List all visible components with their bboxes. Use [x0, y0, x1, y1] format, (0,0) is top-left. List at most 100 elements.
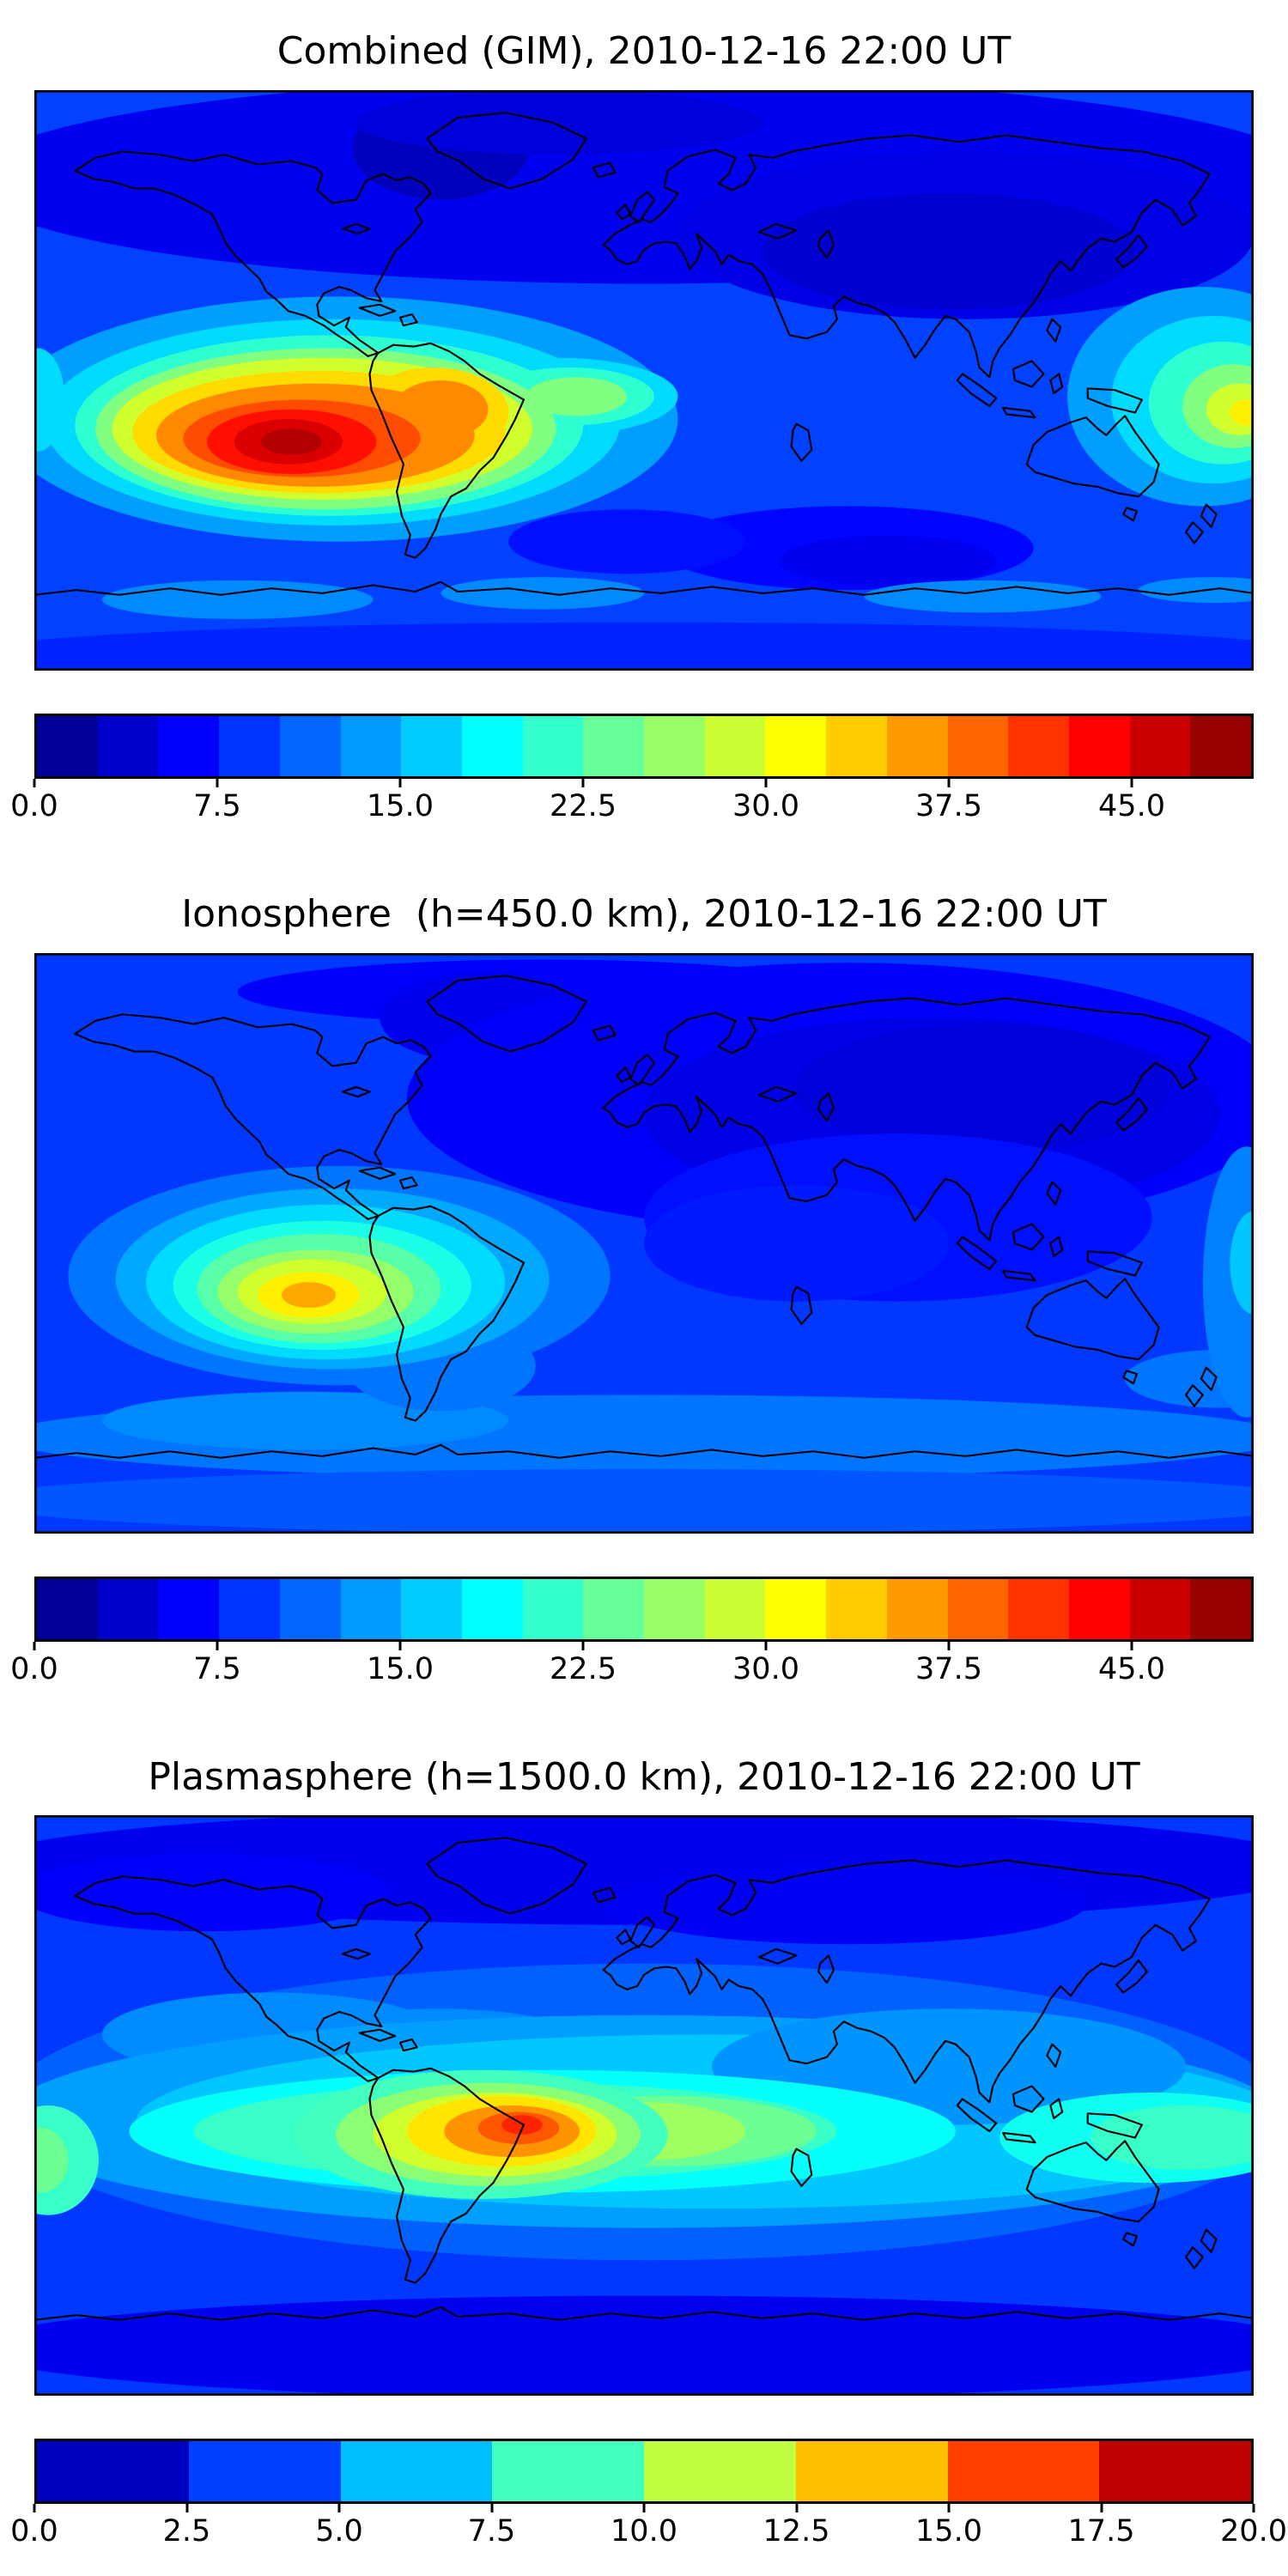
world-map-ionosphere [34, 952, 1254, 1534]
colorbar-segment [1129, 715, 1191, 776]
contour-blob [34, 1468, 1254, 1534]
panel-combined: Combined (GIM), 2010-12-16 22:00 UT 0.0 7… [10, 9, 1254, 830]
colorbar-tick-mark [185, 2504, 188, 2513]
colorbar-segment [340, 1578, 402, 1639]
colorbar-tick-label: 17.5 [1067, 2514, 1135, 2549]
coastline-path [34, 580, 1254, 596]
panel-title-ionosphere: Ionosphere (h=450.0 km), 2010-12-16 22:0… [181, 891, 1107, 936]
colorbar-tick-mark [1130, 1641, 1133, 1650]
coastline-path [1046, 2044, 1062, 2069]
coastline-path [1185, 521, 1204, 544]
colorbar-tick-label: 7.5 [467, 2514, 516, 2549]
colorbar-tick-mark [398, 778, 402, 787]
map-ionosphere [34, 952, 1254, 1534]
colorbar-segment [158, 715, 220, 776]
map-combined [34, 89, 1254, 671]
colorbar-gradient-combined [34, 713, 1254, 779]
coastline-path [398, 1176, 418, 1189]
colorbar-segment [795, 2441, 948, 2502]
coastline-path [616, 1066, 632, 1083]
map-border [34, 952, 1254, 1534]
colorbar-tick-mark [216, 1641, 219, 1650]
colorbar-tick-label: 2.5 [162, 2514, 211, 2549]
coastline-path [74, 1012, 432, 1220]
contour-blob [525, 377, 628, 416]
colorbar-segment [461, 1578, 523, 1639]
contour-blob [261, 428, 323, 455]
coastline-path [1185, 2246, 1204, 2270]
coastline-path [1185, 1383, 1204, 1407]
map-border [34, 1815, 1254, 2397]
contour-blob [644, 1184, 949, 1302]
colorbar-segment [886, 1578, 948, 1639]
coastline-path [1025, 415, 1160, 498]
coastline-path [1002, 406, 1036, 419]
colorbar-tick-mark [1252, 2504, 1255, 2513]
contour-blob [864, 580, 1102, 613]
contour-blob [508, 509, 746, 574]
coastline-path [817, 229, 835, 259]
coastline-path [358, 2029, 397, 2043]
colorbar-tick-mark [33, 1641, 36, 1650]
coastline-path [368, 2068, 526, 2284]
colorbar-segment [188, 2441, 341, 2502]
map-border [34, 89, 1254, 671]
coastline-path [1115, 1959, 1148, 1994]
coastline-path [1115, 1097, 1148, 1132]
coastline-path [74, 1875, 432, 2083]
colorbar-segment [97, 715, 159, 776]
colorbar-tick-label: 12.5 [762, 2514, 830, 2549]
coastline-path [790, 2148, 813, 2188]
colorbar-segment [492, 2441, 644, 2502]
colorbar-tick-label: 45.0 [1098, 1651, 1165, 1686]
coastline-path [592, 1024, 617, 1042]
colorbar-segment [340, 715, 402, 776]
contour-blob [1138, 576, 1254, 603]
colorbar-segment [37, 1578, 98, 1639]
colorbar-tick-mark [33, 778, 36, 787]
coastline-path [1012, 360, 1045, 388]
world-map-combined [34, 89, 1254, 671]
coastline-path [1086, 1249, 1143, 1277]
colorbar-segment [401, 1578, 462, 1639]
coastline-path [1012, 1223, 1045, 1251]
contour-blob [355, 89, 763, 155]
colorbar-tick-label: 30.0 [732, 1651, 799, 1686]
coastline-path [1115, 234, 1148, 269]
coastline-path [426, 974, 588, 1053]
colorbar-tick-mark [337, 2504, 341, 2513]
coastline-path [1046, 318, 1062, 343]
colorbar-segment [37, 2441, 189, 2502]
coastline-path [817, 1091, 835, 1121]
contour-blob [762, 192, 1135, 310]
colorbar-ionosphere: 0.0 7.5 15.0 22.5 30.0 37.5 45.0 [10, 1576, 1254, 1693]
colorbar-tick-label: 37.5 [915, 788, 982, 823]
colorbar-tick-label: 22.5 [550, 788, 617, 823]
colorbar-tick-mark [398, 1641, 402, 1650]
colorbar-tick-label: 0.0 [10, 788, 58, 823]
panel-plasmasphere: Plasmasphere (h=1500.0 km), 2010-12-16 2… [10, 1693, 1287, 2556]
coastline-path [1086, 387, 1143, 414]
coastline-path [758, 1948, 798, 1965]
colorbar-combined: 0.0 7.5 15.0 22.5 30.0 37.5 45.0 [10, 713, 1254, 830]
colorbar-tick-mark [947, 1641, 951, 1650]
colorbar-gradient-plasmasphere [34, 2439, 1254, 2505]
colorbar-segment [1068, 715, 1130, 776]
panel-ionosphere: Ionosphere (h=450.0 km), 2010-12-16 22:0… [10, 830, 1254, 1693]
colorbar-tick-label: 30.0 [732, 788, 799, 823]
colorbar-tick-labels-plasmasphere: 0.0 2.5 5.0 7.5 10.0 12.5 15.0 17.5 20.0 [10, 2504, 1287, 2555]
colorbar-segment [340, 2441, 493, 2502]
contour-blob [34, 622, 1254, 671]
colorbar-tick-mark [1100, 2504, 1103, 2513]
colorbar-segment [401, 715, 462, 776]
colorbar-segment [826, 715, 887, 776]
colorbar-tick-label: 0.0 [10, 1651, 58, 1686]
colorbar-segment [947, 715, 1009, 776]
colorbar-segment [279, 1578, 341, 1639]
coastline-path [1049, 2098, 1064, 2120]
coastline-path [1025, 2140, 1160, 2223]
coastline-path [1086, 2112, 1143, 2139]
coastline-path [758, 1085, 798, 1103]
coastline-path [616, 1929, 632, 1946]
contour-blob [796, 1024, 1170, 1153]
